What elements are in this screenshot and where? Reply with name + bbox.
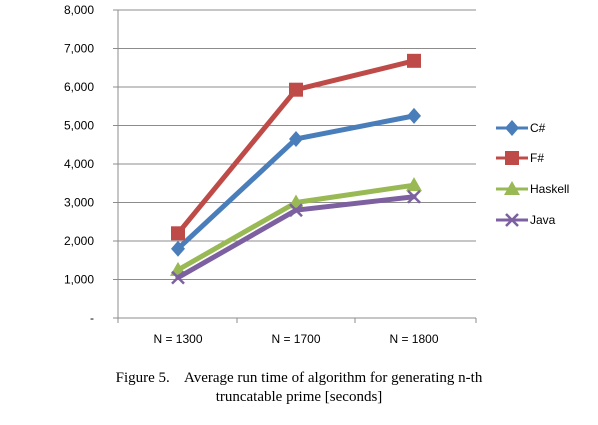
- line-chart: - 1,000 2,000 3,000 4,000 5,000 6,000 7,000 8,00…: [64, 3, 569, 346]
- legend-label: C#: [530, 121, 546, 135]
- y-tick-label: -: [90, 311, 94, 325]
- data-point-triangle: [406, 177, 422, 192]
- data-point-square: [171, 226, 185, 241]
- legend-item: Haskell: [496, 181, 569, 196]
- legend-label: F#: [530, 151, 544, 165]
- y-tick-label: 6,000: [64, 80, 94, 94]
- legend-label: Java: [530, 213, 556, 227]
- y-tick-label: 7,000: [64, 42, 94, 56]
- data-point-x: [505, 213, 519, 227]
- data-point-square: [289, 82, 303, 97]
- legend-item: Java: [496, 213, 556, 227]
- legend: C# F# Haskell Java: [496, 120, 569, 227]
- x-tick-label: N = 1800: [389, 332, 438, 346]
- data-point-diamond: [171, 240, 185, 257]
- data-point-diamond: [505, 120, 519, 136]
- y-tick-label: 3,000: [64, 196, 94, 210]
- data-point-square: [407, 53, 421, 68]
- legend-item: C#: [496, 120, 546, 136]
- series-f-: [171, 53, 421, 241]
- axes: [113, 9, 477, 323]
- y-tick-label: 8,000: [64, 3, 94, 17]
- figure-caption-line-2: truncatable prime [seconds]: [215, 389, 383, 405]
- y-tick-labels: - 1,000 2,000 3,000 4,000 5,000 6,000 7,000 8,00…: [64, 3, 94, 325]
- data-point-triangle: [504, 181, 520, 195]
- series-java: [171, 189, 421, 285]
- data-point-x: [407, 189, 421, 204]
- x-tick-label: N = 1300: [153, 332, 202, 346]
- data-point-square: [505, 151, 519, 165]
- data-point-diamond: [407, 107, 421, 124]
- y-tick-label: 2,000: [64, 234, 94, 248]
- y-tick-label: 4,000: [64, 157, 94, 171]
- data-point-x: [171, 270, 185, 285]
- figure-caption-line-1: Figure 5. Average run time of algorithm …: [115, 370, 483, 386]
- legend-label: Haskell: [530, 182, 569, 196]
- x-tick-labels: N = 1300 N = 1700 N = 1800: [153, 332, 438, 346]
- y-tick-label: 5,000: [64, 119, 94, 133]
- x-tick-label: N = 1700: [271, 332, 320, 346]
- series-lines: [170, 53, 422, 285]
- data-point-x: [289, 203, 303, 218]
- y-tick-label: 1,000: [64, 273, 94, 287]
- legend-item: F#: [496, 151, 544, 165]
- series-c-: [171, 107, 421, 257]
- data-point-diamond: [289, 130, 303, 147]
